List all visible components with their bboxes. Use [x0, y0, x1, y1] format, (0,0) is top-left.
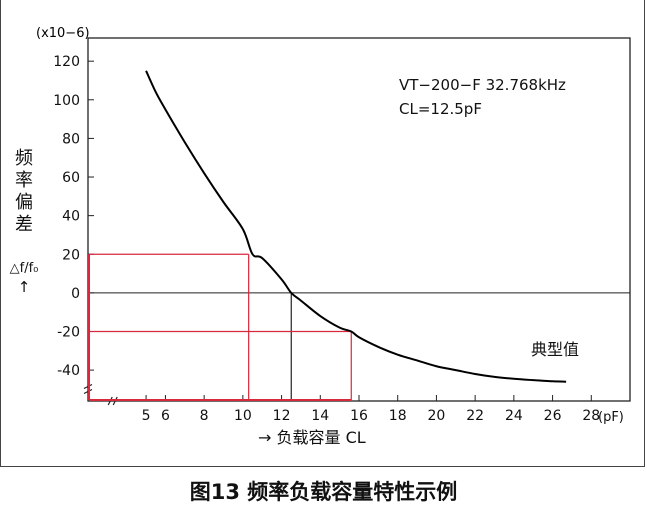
x-tick-label: 18: [389, 408, 407, 424]
y-label-char-4: 差: [15, 214, 33, 235]
tick-labels: 120 100 80 60 40 20 0 -20 -40 5 6 8 10 12 14 16 18 20 22 24…: [53, 54, 600, 424]
y-label-char-2: 率: [15, 170, 33, 191]
x-tick-label: 6: [161, 408, 170, 424]
y-tick-label: 40: [62, 209, 80, 225]
y-tick-label: 120: [53, 54, 80, 70]
y-label-char-3: 偏: [15, 192, 33, 213]
x-tick-label: 12: [273, 408, 291, 424]
x-tick-label: 8: [200, 408, 209, 424]
x-tick-label: 24: [505, 408, 523, 424]
y-unit: (x10−6): [36, 26, 90, 41]
y-label-char-1: 频: [15, 148, 33, 169]
annotation-load: CL=12.5pF: [399, 100, 482, 118]
x-tick-label: 10: [234, 408, 252, 424]
x-tick-label: 16: [350, 408, 368, 424]
y-tick-label: 60: [62, 170, 80, 186]
x-tick-label: 26: [544, 408, 562, 424]
y-tick-label: 100: [53, 93, 80, 109]
y-tick-label: -20: [57, 324, 80, 340]
annotation-model: VT−200−F 32.768kHz: [399, 76, 566, 94]
x-tick-label: 22: [466, 408, 484, 424]
reference-lines: [88, 253, 352, 401]
y-tick-label: -40: [57, 363, 80, 379]
series-line-typical: [145, 70, 567, 383]
x-unit: (pF): [598, 410, 624, 425]
y-label-sub: △f/f₀: [9, 261, 39, 276]
x-axis-title: → 负载容量 CL: [258, 428, 366, 447]
y-tick-label: 80: [62, 131, 80, 147]
chart: 120 100 80 60 40 20 0 -20 -40 5 6 8 10 12 14 16 18 20 22 24…: [53, 37, 631, 424]
y-tick-label: 20: [62, 247, 80, 263]
y-label-arrow: ↑: [17, 278, 31, 296]
x-tick-label: 14: [311, 408, 329, 424]
x-tick-label: 28: [582, 408, 600, 424]
legend-typical: 典型值: [531, 340, 580, 359]
y-tick-label: 0: [71, 286, 80, 302]
figure-frame: [0, 0, 645, 467]
x-tick-label: 20: [428, 408, 446, 424]
x-tick-label: 5: [142, 408, 151, 424]
figure-caption: 图13 频率负载容量特性示例: [189, 480, 458, 504]
